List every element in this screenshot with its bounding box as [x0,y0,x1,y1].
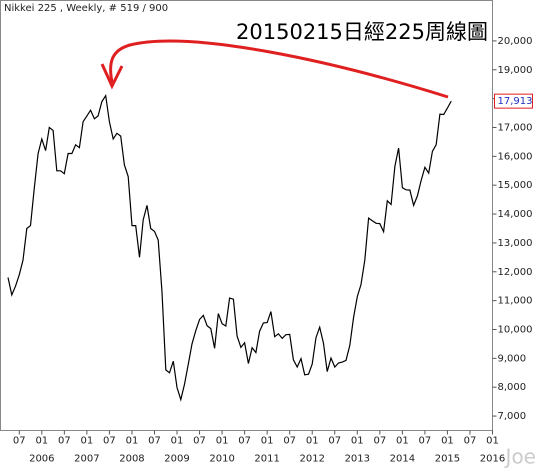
x-tick-label: 01 [261,436,274,447]
x-year-label: 2015 [435,454,460,465]
y-tick-label: 10,000 [498,324,533,335]
x-year-label: 2012 [299,454,324,465]
plot-frame [0,0,493,431]
x-year-label: 2007 [74,454,99,465]
x-tick-label: 01 [306,436,319,447]
x-tick-label: 07 [283,436,296,447]
last-price-box [494,93,533,109]
y-tick-label: 13,000 [498,238,533,249]
x-tick-label: 07 [193,436,206,447]
x-tick-label: 07 [13,436,26,447]
y-tick-label: 19,000 [498,65,533,76]
y-tick-label: 9,000 [498,353,527,364]
x-year-label: 2016 [480,454,505,465]
price-line [7,94,452,402]
last-price-label: 17,913 [498,96,533,107]
y-tick-label: 16,000 [498,151,533,162]
x-year-label: 2010 [209,454,234,465]
annotation-arrow [109,39,449,99]
x-tick-label: 07 [464,436,477,447]
y-tick-label: 14,000 [498,209,533,220]
chart-subtitle: Nikkei 225 , Weekly, # 519 / 900 [4,3,168,14]
x-tick-label: 01 [351,436,364,447]
y-tick-label: 17,000 [498,122,533,133]
x-tick-label: 01 [216,436,229,447]
x-tick-label: 07 [419,436,432,447]
x-tick-label: 01 [126,436,139,447]
chart-title: 20150215日經225周線圖 [236,20,488,44]
y-tick-label: 15,000 [498,180,533,191]
y-tick-label: 12,000 [498,267,533,278]
x-tick-label: 07 [148,436,161,447]
y-tick-label: 11,000 [498,296,533,307]
x-tick-label: 01 [396,436,409,447]
x-year-label: 2006 [29,454,54,465]
x-year-label: 2013 [345,454,370,465]
x-year-label: 2011 [254,454,279,465]
x-tick-label: 07 [328,436,341,447]
annotation-arrowhead [100,63,124,90]
x-year-label: 2009 [164,454,189,465]
x-tick-label: 01 [171,436,184,447]
x-tick-label: 01 [441,436,454,447]
watermark: Joe [504,445,536,469]
x-year-label: 2014 [390,454,415,465]
x-tick-label: 01 [35,436,48,447]
x-year-label: 2008 [119,454,144,465]
x-tick-label: 07 [373,436,386,447]
x-tick-label: 07 [58,436,71,447]
y-tick-label: 20,000 [498,36,533,47]
x-tick-label: 07 [103,436,116,447]
x-tick-label: 01 [81,436,94,447]
x-tick-label: 07 [238,436,251,447]
x-tick-label: 01 [486,436,499,447]
y-tick-label: 8,000 [498,382,527,393]
y-tick-label: 7,000 [498,411,527,422]
